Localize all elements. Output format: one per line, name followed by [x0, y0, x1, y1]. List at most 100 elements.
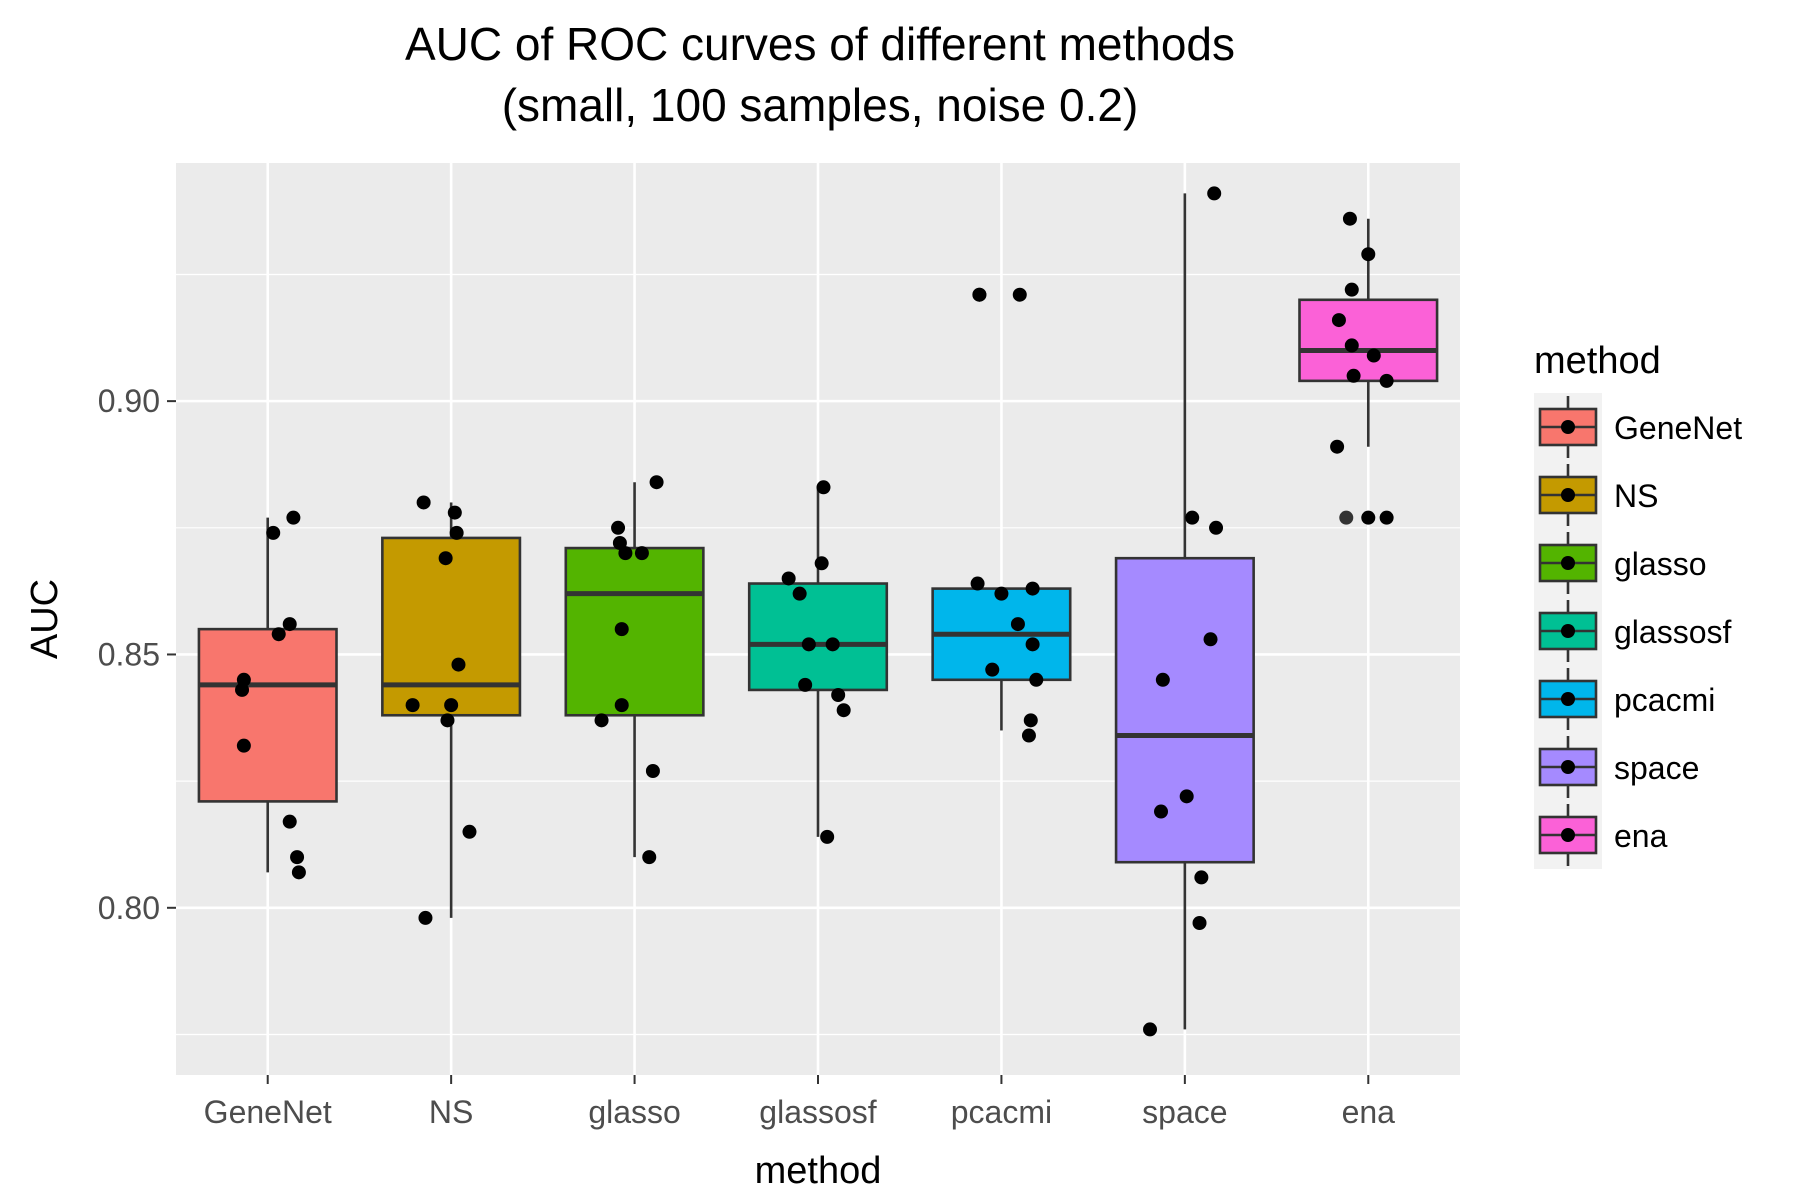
data-point-pcacmi — [1021, 728, 1036, 743]
data-point-genenet — [291, 865, 306, 880]
data-point-glasso — [614, 622, 629, 637]
data-point-genenet — [236, 738, 251, 753]
data-point-pcacmi — [972, 287, 987, 302]
data-point-glasso — [649, 475, 664, 490]
legend-item-ns: NS — [1534, 461, 1658, 529]
data-point-pcacmi — [970, 576, 985, 591]
legend-item-ena: ena — [1534, 801, 1668, 869]
y-axis-title: AUC — [24, 579, 66, 659]
data-point-glasso — [634, 546, 649, 561]
data-point-ns — [440, 713, 455, 728]
legend: method GeneNet NS glasso glassosf pcacmi spac… — [1534, 340, 1742, 869]
x-tick-label-glassosf: glassosf — [759, 1094, 877, 1130]
legend-key-point — [1561, 828, 1575, 842]
box-iqr — [381, 536, 522, 717]
data-point-ena — [1366, 348, 1381, 363]
data-point-glasso — [614, 698, 629, 713]
data-point-ena — [1344, 282, 1359, 297]
data-point-pcacmi — [1023, 713, 1038, 728]
data-point-space — [1192, 916, 1207, 930]
x-axis-title: method — [755, 1150, 882, 1192]
data-point-ena — [1361, 247, 1376, 262]
legend-key-point — [1561, 488, 1575, 502]
data-point-space — [1194, 870, 1209, 885]
data-point-ena — [1344, 338, 1359, 353]
data-point-pcacmi — [1010, 617, 1025, 632]
data-point-space — [1207, 186, 1222, 201]
box-space — [1114, 193, 1255, 1030]
data-point-glassosf — [836, 703, 851, 718]
data-point-glassosf — [820, 829, 835, 844]
data-point-ena — [1342, 211, 1357, 226]
x-axis: GeneNet NS glasso glassosf pcacmi space ena — [204, 1075, 1395, 1130]
legend-key-point — [1561, 420, 1575, 434]
data-point-glassosf — [792, 586, 807, 601]
x-tick-label-glasso: glasso — [588, 1094, 681, 1130]
box-iqr — [564, 546, 705, 717]
data-point-ena — [1379, 373, 1394, 388]
data-point-glasso — [642, 850, 657, 865]
data-point-ns — [444, 698, 459, 713]
boxes — [197, 193, 1439, 1030]
chart-title-line-2: (small, 100 samples, noise 0.2) — [502, 79, 1139, 131]
data-point-glasso — [645, 764, 660, 778]
data-point-ena — [1379, 510, 1394, 525]
data-point-ena — [1361, 510, 1376, 525]
data-point-genenet — [282, 617, 297, 632]
x-tick-label-space: space — [1142, 1094, 1227, 1130]
box-glassosf — [747, 487, 889, 837]
outlier-point — [1339, 510, 1354, 525]
legend-item-genenet: GeneNet — [1534, 393, 1742, 461]
y-axis: 0.80 0.85 0.90 — [98, 383, 176, 926]
legend-label-genenet: GeneNet — [1614, 410, 1742, 446]
data-point-glassosf — [816, 480, 831, 495]
legend-key-point — [1561, 760, 1575, 774]
legend-key-point — [1561, 692, 1575, 706]
box-pcacmi — [931, 287, 1072, 731]
data-point-space — [1143, 1022, 1158, 1037]
legend-label-pcacmi: pcacmi — [1614, 682, 1715, 718]
data-point-ns — [447, 505, 462, 520]
legend-label-glasso: glasso — [1614, 546, 1707, 582]
data-point-glassosf — [814, 556, 829, 571]
box-iqr — [197, 627, 338, 803]
data-point-ena — [1346, 368, 1361, 383]
data-point-ns — [451, 657, 466, 672]
data-point-ns — [438, 551, 453, 566]
data-point-space — [1179, 789, 1194, 804]
data-point-genenet — [271, 627, 286, 642]
chart-title: AUC of ROC curves of different methods (… — [405, 18, 1235, 131]
x-tick-label-ns: NS — [429, 1094, 473, 1130]
box-genenet — [197, 517, 338, 873]
box-glasso — [564, 482, 705, 858]
data-point-space — [1154, 804, 1169, 819]
data-point-genenet — [282, 814, 297, 829]
data-point-pcacmi — [1025, 637, 1040, 652]
data-point-ns — [462, 824, 477, 839]
legend-label-glassosf: glassosf — [1614, 614, 1732, 650]
legend-title: method — [1534, 340, 1661, 382]
data-point-ena — [1331, 313, 1346, 328]
data-point-glassosf — [831, 688, 846, 702]
data-point-ns — [418, 910, 433, 925]
x-tick-label-genenet: GeneNet — [204, 1094, 332, 1130]
data-point-genenet — [235, 682, 250, 697]
box-ena — [1298, 218, 1439, 525]
data-point-glassosf — [781, 571, 796, 586]
box-iqr — [747, 582, 889, 692]
data-point-pcacmi — [985, 662, 1000, 677]
data-point-glasso — [618, 546, 633, 561]
y-tick-label: 0.85 — [98, 636, 160, 672]
data-point-ns — [416, 495, 431, 510]
data-point-genenet — [290, 850, 305, 865]
data-point-ena — [1330, 439, 1345, 454]
data-point-glasso — [611, 520, 626, 535]
data-point-space — [1155, 672, 1170, 687]
legend-item-pcacmi: pcacmi — [1534, 665, 1715, 733]
data-point-glassosf — [825, 637, 840, 652]
data-point-ns — [449, 525, 464, 540]
data-point-pcacmi — [1025, 581, 1040, 596]
data-point-pcacmi — [1029, 672, 1044, 687]
legend-key-point — [1561, 556, 1575, 570]
data-point-ns — [405, 698, 420, 713]
